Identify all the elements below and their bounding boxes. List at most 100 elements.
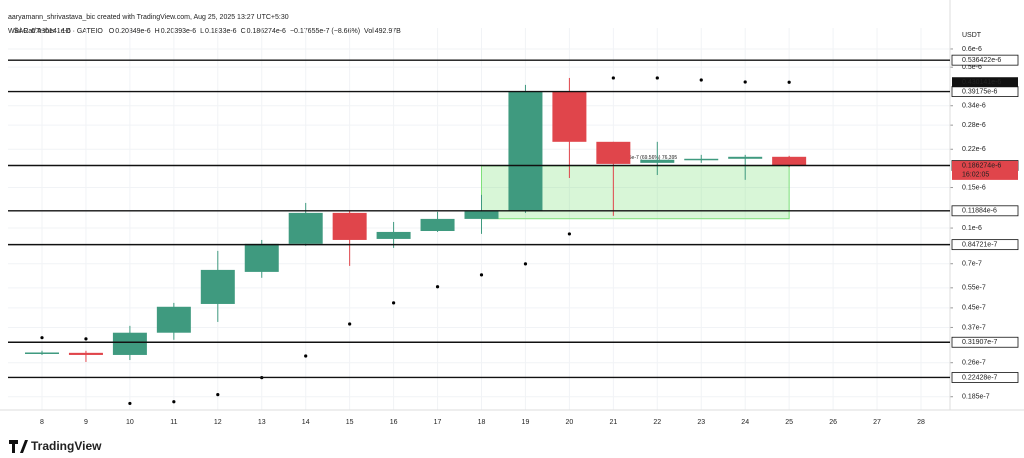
y-tick-label: 0.55e-7 [962, 285, 986, 292]
y-tick-label: 0.37e-7 [962, 324, 986, 331]
x-tick-label: 14 [302, 419, 310, 426]
candle-body [684, 158, 719, 161]
sar-dot [787, 80, 791, 84]
sar-dot [435, 285, 440, 289]
candle-body [332, 212, 367, 240]
sar-dot [655, 76, 659, 80]
credit: aaryamann_shrivastava_bic created with T… [8, 14, 289, 21]
change: −0.17655e-7 (−8.66%) [290, 28, 360, 35]
candle-body [288, 212, 323, 244]
ohlc-key: L [200, 28, 204, 35]
level-label: 0.39175e-6 [962, 88, 998, 95]
ohlc-key: H [155, 28, 160, 35]
sar-dot [743, 80, 747, 84]
sar-dot [348, 322, 352, 326]
volume-key: Vol [364, 28, 374, 35]
x-tick-label: 24 [741, 419, 749, 426]
indicator-value: 0.430141e-6 [31, 28, 70, 35]
level-badge [951, 336, 1019, 348]
indicator-key: SAR [14, 28, 28, 35]
ohlc-key: C [241, 28, 246, 35]
price-badge [952, 160, 1018, 180]
y-tick-label: 0.34e-6 [962, 103, 986, 110]
ohlc-value: 0.20393e-6 [161, 28, 197, 35]
logo-text: TradingView [31, 439, 102, 453]
y-tick-label: 0.28e-6 [962, 122, 986, 129]
level-label: 0.31907e-7 [962, 339, 998, 346]
candle-body [112, 332, 147, 355]
sar-dot [128, 401, 132, 406]
level-badge [951, 205, 1019, 217]
sar-dot [84, 337, 88, 341]
x-tick-label: 21 [609, 419, 617, 426]
y-tick-label: 0.185e-7 [962, 394, 990, 401]
x-tick-label: 25 [785, 419, 793, 426]
x-tick-label: 10 [126, 419, 134, 426]
y-tick-label: 0.6e-6 [962, 46, 982, 53]
candle-body [728, 156, 763, 159]
candle-body [156, 306, 191, 333]
x-tick-label: 15 [346, 419, 354, 426]
sar-dot [392, 301, 396, 305]
sar-dot [40, 336, 44, 340]
x-tick-label: 17 [434, 419, 442, 426]
price-badge-label: 0.186274e-6 [962, 163, 1001, 170]
level-label: 0.536422e-6 [962, 57, 1001, 64]
candle-body [552, 91, 587, 142]
level-badge [951, 372, 1019, 383]
currency: USDT [962, 32, 982, 39]
y-tick-label: 0.26e-7 [962, 360, 986, 367]
ohlc-value: 0.186274e-6 [247, 28, 286, 35]
logo-icon [9, 440, 28, 453]
ohlc-key: O [109, 28, 115, 35]
candle-body [772, 156, 807, 166]
y-tick-label: 0.45e-7 [962, 305, 986, 312]
x-tick-label: 12 [214, 419, 222, 426]
x-tick-label: 8 [40, 419, 44, 426]
ohlc-value: 0.20349e-6 [115, 28, 151, 35]
x-tick-label: 26 [829, 419, 837, 426]
sar-badge [952, 77, 1018, 88]
candle-body [508, 91, 543, 211]
level-label: 0.22428e-7 [962, 374, 998, 381]
candle-body [200, 269, 235, 304]
candle-body [244, 243, 279, 272]
x-tick-label: 22 [653, 419, 661, 426]
sar-badge-label: 0.430141e-6 [962, 79, 1001, 86]
level-label: 0.84721e-7 [962, 241, 998, 248]
y-tick-label: 0.7e-7 [962, 261, 982, 268]
symbol: Wiki Cat/Tether · 1D · GATEIO [8, 28, 103, 35]
sar-dot [304, 354, 308, 358]
candle-body [376, 231, 411, 239]
x-tick-label: 9 [84, 419, 88, 426]
y-tick-label: 0.1e-6 [962, 225, 982, 232]
sar-dot [479, 273, 484, 277]
level-badge [951, 54, 1019, 66]
level-label: 0.11884e-6 [962, 208, 997, 215]
x-tick-label: 19 [522, 419, 530, 426]
sar-dot [523, 262, 528, 266]
candle-body [596, 141, 631, 164]
level-badge [951, 239, 1019, 251]
candle-body [640, 159, 675, 163]
volume-value: 492.97B [375, 28, 401, 35]
sar-dot [216, 392, 220, 397]
x-tick-label: 28 [917, 419, 925, 426]
candle-body [68, 352, 103, 355]
sar-dot [567, 232, 572, 236]
x-tick-label: 13 [258, 419, 266, 426]
x-tick-label: 11 [170, 419, 177, 426]
candle-body [25, 352, 59, 354]
x-tick-label: 27 [873, 419, 881, 426]
sar-dot [699, 78, 703, 82]
y-tick-label: 0.15e-6 [962, 184, 986, 191]
candle-body [464, 210, 499, 219]
x-tick-label: 23 [697, 419, 705, 426]
sar-dot [172, 400, 176, 404]
x-tick-label: 16 [390, 419, 398, 426]
x-tick-label: 18 [478, 419, 486, 426]
candle-body [420, 218, 455, 232]
sar-dot [611, 76, 615, 80]
